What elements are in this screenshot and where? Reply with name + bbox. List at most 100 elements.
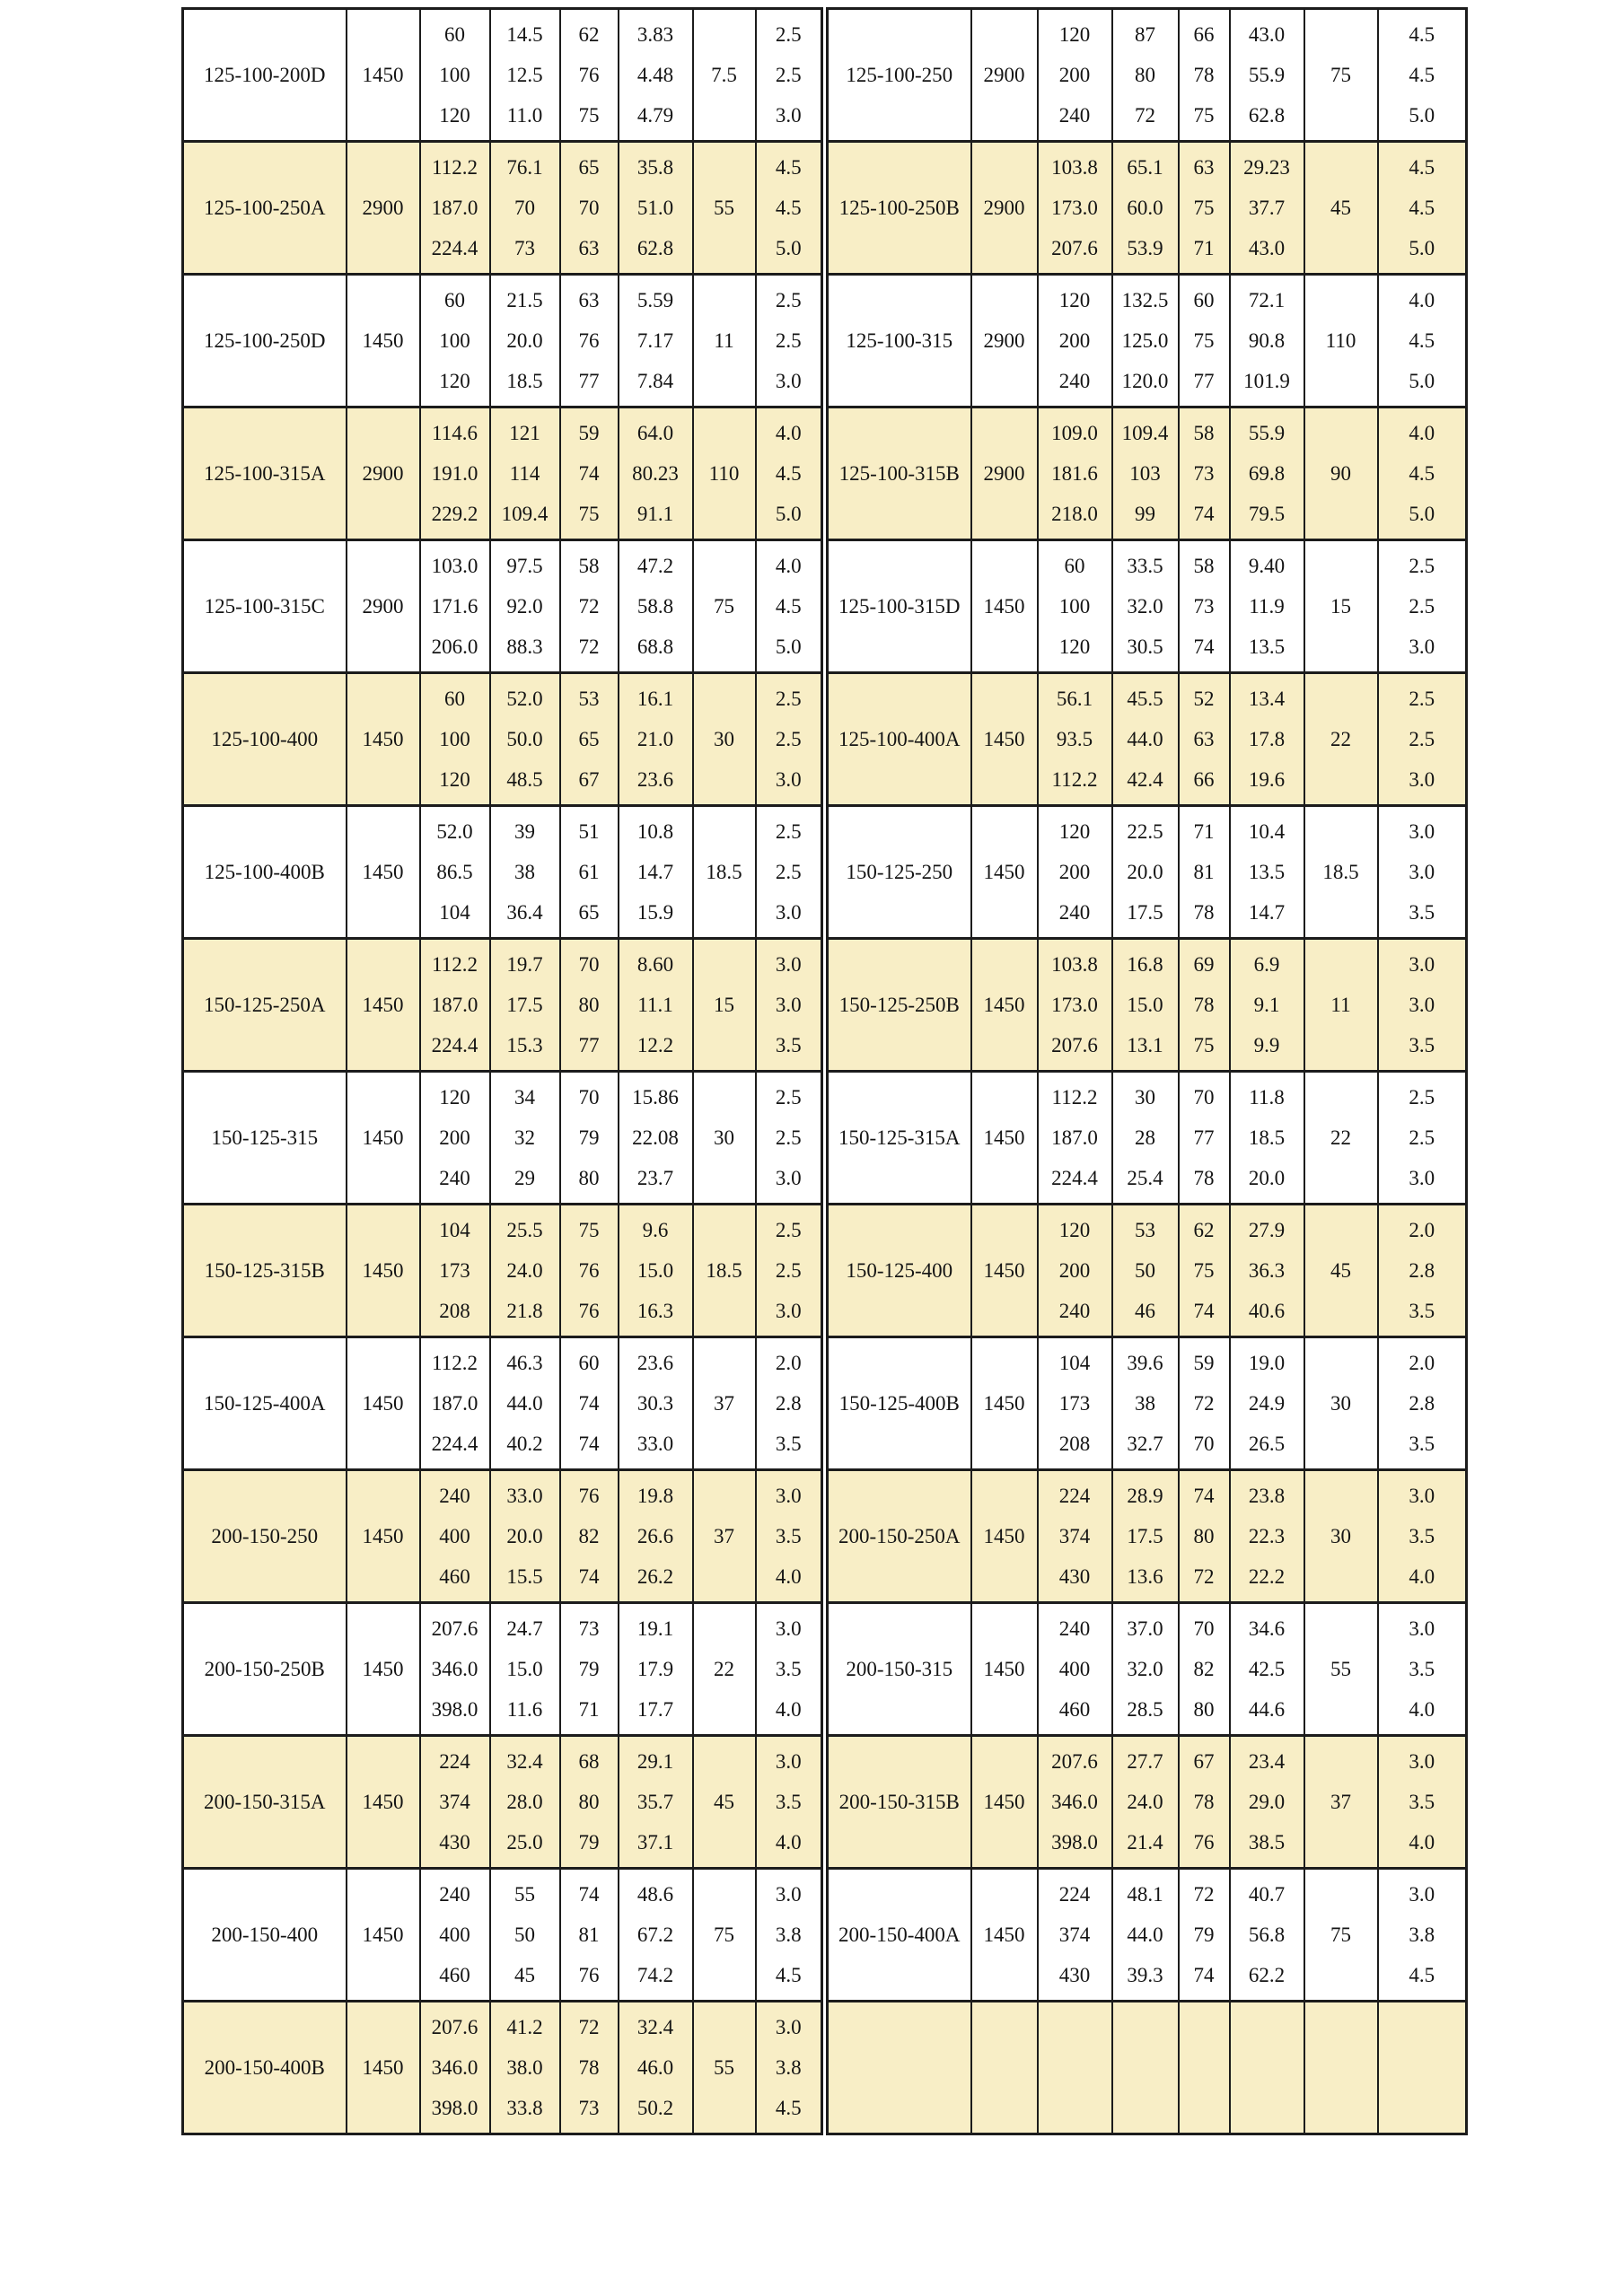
npsh-cell-value-line: 5.0 bbox=[775, 237, 802, 259]
speed-cell-value: 1450 bbox=[362, 728, 404, 750]
npsh-cell-value-line: 3.0 bbox=[1409, 1883, 1435, 1906]
motor-power-cell-value: 55 bbox=[1330, 1658, 1351, 1680]
speed-cell-value: 1450 bbox=[983, 1259, 1025, 1282]
flow-cell-value-line: 86.5 bbox=[436, 861, 473, 883]
npsh-cell-value-line bbox=[1380, 2088, 1465, 2128]
npsh-cell-values: 2.5 2.5 3.0 bbox=[1380, 1077, 1465, 1198]
power-cell-values: 9.6 15.0 16.3 bbox=[620, 1210, 691, 1331]
head-cell-value-line: 13.6 bbox=[1127, 1565, 1163, 1588]
npsh-cell bbox=[1376, 2000, 1468, 2135]
power-cell-value-line: 68.8 bbox=[636, 635, 674, 658]
power-cell: 72.1 90.8 101.9 bbox=[1228, 273, 1305, 408]
flow-cell-value-line: 430 bbox=[1058, 1964, 1091, 1986]
speed-cell-value: 1450 bbox=[362, 1924, 404, 1946]
flow-cell-values: 114.6 191.0 229.2 bbox=[422, 413, 488, 534]
head-cell-value-line: 14.5 bbox=[506, 23, 543, 46]
efficiency-cell: 58 72 72 bbox=[558, 539, 619, 674]
head-cell-value-line: 80 bbox=[1135, 64, 1155, 86]
motor-power-cell-value: 75 bbox=[1330, 1924, 1351, 1946]
npsh-cell-value-line: 3.5 bbox=[775, 1433, 802, 1455]
speed-cell: 1450 bbox=[970, 1203, 1039, 1338]
model-cell: 150-125-315B bbox=[181, 1203, 347, 1338]
power-cell-value-line: 29.0 bbox=[1248, 1791, 1286, 1813]
head-cell-value-line: 52.0 bbox=[506, 688, 543, 710]
efficiency-cell-value-line: 61 bbox=[578, 861, 600, 883]
power-cell-value-line: 43.0 bbox=[1248, 23, 1286, 46]
npsh-cell-value-line: 2.5 bbox=[775, 1126, 802, 1149]
npsh-cell-value-line: 2.5 bbox=[775, 289, 802, 311]
npsh-cell-value-line: 4.5 bbox=[1409, 1964, 1435, 1986]
npsh-cell: 4.5 4.5 5.0 bbox=[1376, 7, 1468, 143]
power-cell-value-line: 46.0 bbox=[636, 2056, 674, 2079]
head-cell: 53 50 46 bbox=[1110, 1203, 1180, 1338]
model-cell-value: 125-100-315A bbox=[204, 462, 326, 485]
flow-cell-value-line: 120 bbox=[1058, 820, 1091, 843]
flow-cell-value-line: 207.6 bbox=[431, 2016, 478, 2038]
power-cell-values: 48.6 67.2 74.2 bbox=[620, 1874, 691, 1995]
motor-power-cell: 45 bbox=[1303, 1203, 1379, 1338]
power-cell-value-line: 7.84 bbox=[636, 370, 674, 392]
flow-cell bbox=[1036, 2000, 1113, 2135]
model-cell-value: 150-125-315A bbox=[838, 1126, 961, 1149]
npsh-cell-value-line: 3.0 bbox=[775, 1750, 802, 1773]
motor-power-cell: 11 bbox=[691, 273, 757, 408]
efficiency-cell-values: 59 74 75 bbox=[562, 413, 617, 534]
motor-power-cell bbox=[1303, 2000, 1379, 2135]
efficiency-cell-value-line: 70 bbox=[1193, 1086, 1215, 1109]
motor-power-cell: 110 bbox=[1303, 273, 1379, 408]
efficiency-cell-values: 52 63 66 bbox=[1181, 679, 1228, 800]
efficiency-cell-value-line: 74 bbox=[1193, 503, 1215, 525]
model-cell-value: 125-100-250D bbox=[204, 329, 326, 352]
head-cell: 22.5 20.0 17.5 bbox=[1110, 804, 1180, 940]
speed-cell: 2900 bbox=[345, 539, 421, 674]
table-row: 150-125-400B 1450 104 173 208 39.6 38 32.7 59 72 7… bbox=[826, 1336, 1468, 1471]
power-cell-values: 5.59 7.17 7.84 bbox=[620, 280, 691, 401]
npsh-cell-value-line: 4.0 bbox=[775, 1831, 802, 1853]
motor-power-cell-value: 7.5 bbox=[711, 64, 737, 86]
flow-cell: 207.6 346.0 398.0 bbox=[1036, 1734, 1113, 1870]
model-cell-value: 125-100-400B bbox=[204, 861, 325, 883]
flow-cell-value-line: 109.0 bbox=[1051, 422, 1098, 444]
npsh-cell-values: 2.5 2.5 3.0 bbox=[1380, 679, 1465, 800]
power-cell-values: 64.0 80.23 91.1 bbox=[620, 413, 691, 534]
head-cell: 87 80 72 bbox=[1110, 7, 1180, 143]
power-cell-values: 27.9 36.3 40.6 bbox=[1232, 1210, 1303, 1331]
npsh-cell-value-line: 3.5 bbox=[775, 1658, 802, 1680]
motor-power-cell-value: 110 bbox=[1325, 329, 1356, 352]
npsh-cell-values: 3.0 3.5 4.0 bbox=[758, 1741, 821, 1862]
head-cell: 27.7 24.0 21.4 bbox=[1110, 1734, 1180, 1870]
table-row: 150-125-315A 1450 112.2 187.0 224.4 30 28 25.4 7… bbox=[826, 1070, 1468, 1205]
head-cell: 48.1 44.0 39.3 bbox=[1110, 1867, 1180, 2002]
model-cell-value: 125-100-250A bbox=[204, 197, 326, 219]
npsh-cell-value-line: 3.0 bbox=[1409, 994, 1435, 1016]
table-row: 125-100-315D 1450 60 100 120 33.5 32.0 30.5 58 73… bbox=[826, 539, 1468, 674]
head-cell: 52.0 50.0 48.5 bbox=[488, 671, 561, 807]
npsh-cell-value-line: 2.5 bbox=[775, 728, 802, 750]
efficiency-cell-value-line: 81 bbox=[578, 1924, 600, 1946]
head-cell-value-line: 13.1 bbox=[1127, 1034, 1163, 1056]
head-cell-value-line: 38 bbox=[514, 861, 535, 883]
model-cell: 150-125-315A bbox=[826, 1070, 972, 1205]
power-cell-value-line: 14.7 bbox=[636, 861, 674, 883]
npsh-cell: 4.0 4.5 5.0 bbox=[1376, 273, 1468, 408]
npsh-cell-value-line: 4.5 bbox=[1409, 329, 1435, 352]
efficiency-cell: 69 78 75 bbox=[1177, 937, 1231, 1073]
power-cell-value-line: 5.59 bbox=[636, 289, 674, 311]
flow-cell-value-line: 400 bbox=[1058, 1658, 1091, 1680]
efficiency-cell: 60 75 77 bbox=[1177, 273, 1231, 408]
flow-cell-values: 207.6 346.0 398.0 bbox=[1040, 1741, 1110, 1862]
efficiency-cell-value-line bbox=[1181, 2047, 1228, 2088]
flow-cell-value-line: 430 bbox=[1058, 1565, 1091, 1588]
efficiency-cell-value-line: 82 bbox=[578, 1525, 600, 1547]
table-row: 150-125-400A 1450 112.2 187.0 224.4 46.3 44.0 4… bbox=[181, 1336, 823, 1471]
speed-cell-value: 2900 bbox=[362, 595, 404, 618]
head-cell-value-line: 41.2 bbox=[506, 2016, 543, 2038]
head-cell-value-line: 125.0 bbox=[1121, 329, 1169, 352]
head-cell-value-line: 32.0 bbox=[1127, 1658, 1163, 1680]
table-row: 125-100-400 1450 60 100 120 52.0 50.0 48.5 53 65 6… bbox=[181, 671, 823, 807]
power-cell: 15.86 22.08 23.7 bbox=[617, 1070, 694, 1205]
efficiency-cell-value-line: 79 bbox=[1193, 1924, 1215, 1946]
efficiency-cell-value-line: 77 bbox=[578, 370, 600, 392]
npsh-cell-value-line: 4.0 bbox=[1409, 1698, 1435, 1721]
speed-cell: 2900 bbox=[345, 140, 421, 276]
